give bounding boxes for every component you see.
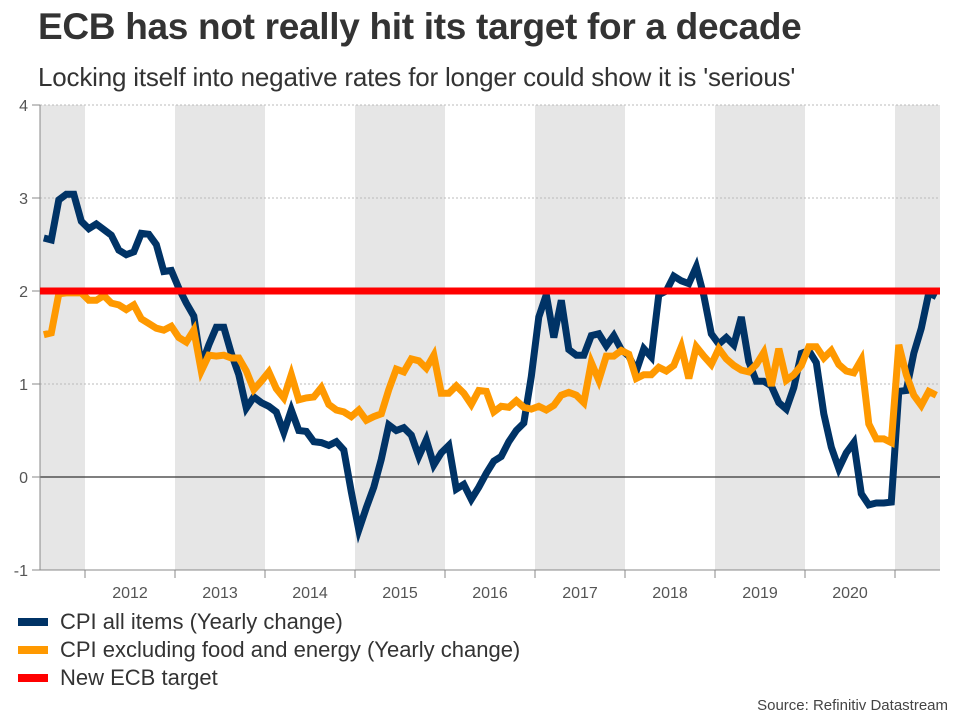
series-cpi-core: [42, 289, 938, 449]
x-tick-label: 2013: [202, 585, 238, 602]
y-tick-label: 2: [19, 284, 28, 301]
y-tick-label: 3: [19, 191, 28, 208]
source-note: Source: Refinitiv Datastream: [757, 697, 948, 714]
series-lines: [40, 190, 940, 544]
axes: [32, 104, 940, 578]
year-band: [40, 105, 85, 570]
legend-label-cpi-all: CPI all items (Yearly change): [60, 609, 343, 634]
series-cpi-all-items: [42, 190, 938, 544]
y-tick-label: 0: [19, 470, 28, 487]
x-tick-label: 2020: [832, 585, 868, 602]
x-tick-label: 2018: [652, 585, 688, 602]
x-tick-label: 2015: [382, 585, 418, 602]
legend-item-cpi-all: CPI all items (Yearly change): [18, 608, 520, 636]
legend-item-cpi-core: CPI excluding food and energy (Yearly ch…: [18, 636, 520, 664]
legend-swatch-ecb-target: [18, 674, 48, 682]
x-tick-label: 2019: [742, 585, 778, 602]
chart-subtitle: Locking itself into negative rates for l…: [38, 62, 796, 92]
legend-swatch-cpi-core: [18, 646, 48, 654]
x-tick-label: 2016: [472, 585, 508, 602]
legend: CPI all items (Yearly change) CPI exclud…: [18, 608, 520, 692]
y-axis-tick-labels: -1 0 1 2 3 4: [14, 98, 28, 580]
legend-label-ecb-target: New ECB target: [60, 665, 218, 690]
legend-item-ecb-target: New ECB target: [18, 664, 520, 692]
chart-title: ECB has not really hit its target for a …: [38, 6, 802, 47]
x-tick-label: 2012: [112, 585, 148, 602]
y-tick-label: 1: [19, 377, 28, 394]
x-axis-tick-labels: 2012 2013 2014 2015 2016 2017 2018 2019 2020: [112, 585, 868, 602]
x-tick-label: 2014: [292, 585, 328, 602]
legend-label-cpi-core: CPI excluding food and energy (Yearly ch…: [60, 637, 521, 662]
y-tick-label: -1: [14, 563, 28, 580]
x-tick-label: 2017: [562, 585, 598, 602]
y-tick-label: 4: [19, 98, 28, 115]
legend-swatch-cpi-all: [18, 618, 48, 626]
